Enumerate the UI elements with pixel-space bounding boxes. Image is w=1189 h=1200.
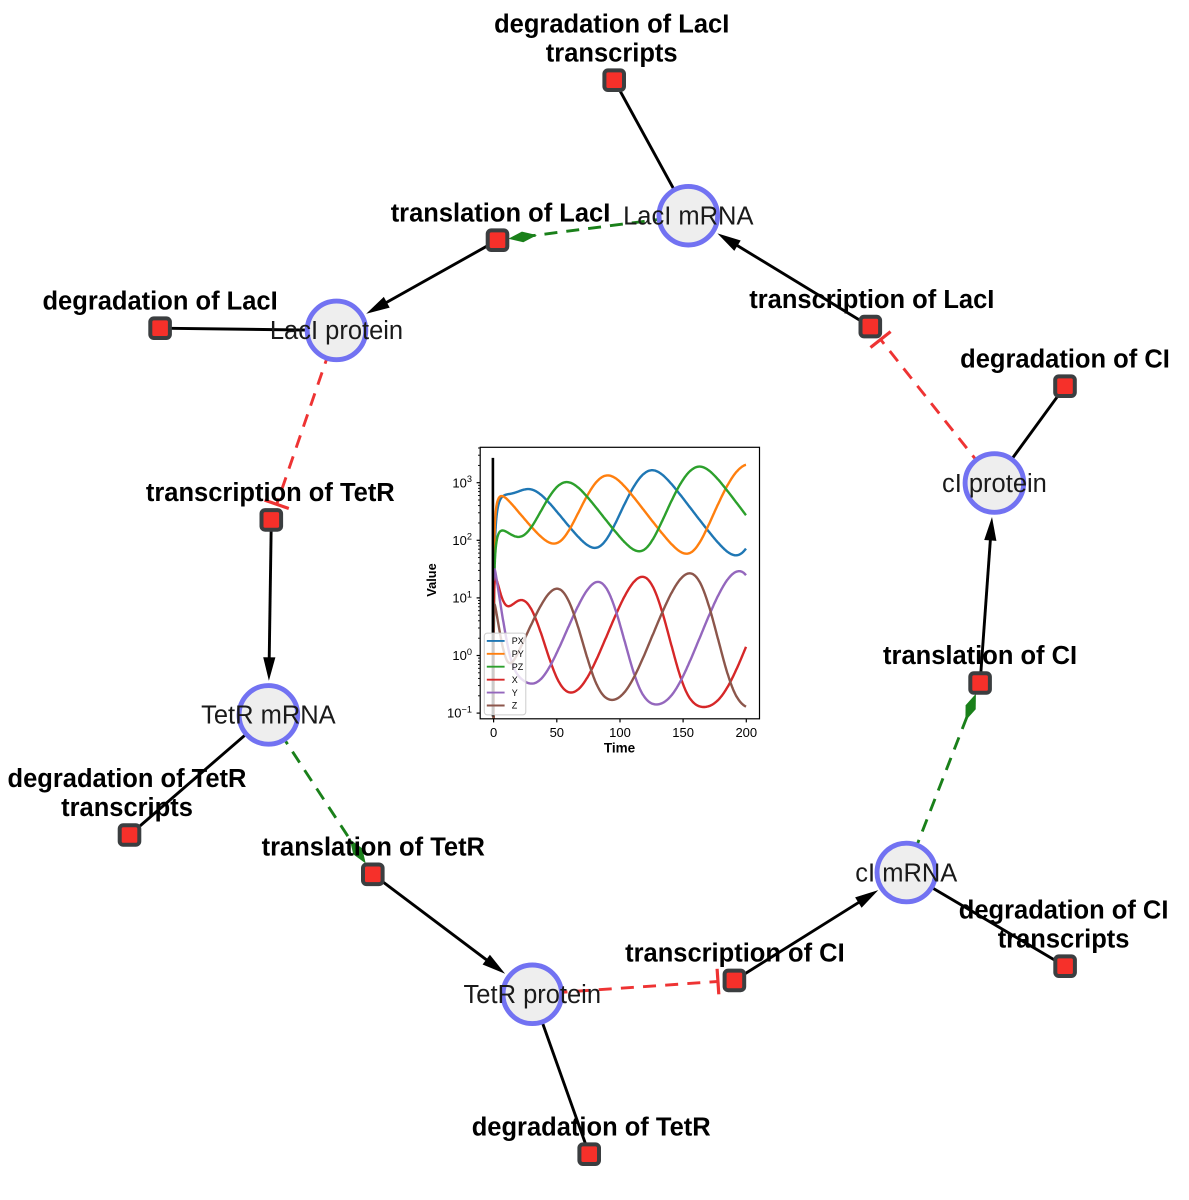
svg-text:TetR protein: TetR protein [464, 981, 602, 1009]
svg-text:Y: Y [512, 688, 518, 698]
svg-text:degradation of CI: degradation of CI [959, 897, 1169, 925]
svg-text:degradation of LacI: degradation of LacI [42, 287, 277, 315]
svg-text:0: 0 [490, 725, 497, 740]
svg-text:cI protein: cI protein [942, 470, 1047, 498]
svg-text:PZ: PZ [512, 662, 524, 672]
svg-text:150: 150 [672, 725, 694, 740]
svg-text:transcripts: transcripts [61, 794, 193, 822]
svg-text:degradation of TetR: degradation of TetR [472, 1114, 711, 1142]
svg-text:transcription of CI: transcription of CI [625, 940, 845, 968]
svg-text:PY: PY [512, 649, 524, 659]
svg-text:200: 200 [735, 725, 757, 740]
svg-text:50: 50 [550, 725, 564, 740]
svg-text:cI mRNA: cI mRNA [855, 859, 957, 887]
svg-text:TetR mRNA: TetR mRNA [201, 702, 336, 730]
svg-text:translation of TetR: translation of TetR [262, 834, 485, 862]
svg-text:X: X [512, 675, 518, 685]
svg-text:degradation of TetR: degradation of TetR [8, 765, 247, 793]
svg-text:LacI protein: LacI protein [270, 317, 403, 345]
svg-text:degradation of CI: degradation of CI [960, 345, 1170, 373]
svg-text:translation of CI: translation of CI [883, 642, 1077, 670]
svg-text:Z: Z [512, 701, 518, 711]
svg-text:LacI mRNA: LacI mRNA [623, 203, 753, 231]
svg-text:100: 100 [609, 725, 631, 740]
svg-text:PX: PX [512, 636, 524, 646]
svg-text:transcripts: transcripts [546, 40, 678, 68]
svg-text:translation of LacI: translation of LacI [391, 199, 611, 227]
svg-text:transcription of TetR: transcription of TetR [146, 479, 395, 507]
svg-text:transcription of LacI: transcription of LacI [749, 286, 994, 314]
svg-text:degradation of LacI: degradation of LacI [494, 11, 729, 39]
svg-text:Time: Time [604, 740, 636, 755]
svg-text:transcripts: transcripts [998, 926, 1130, 954]
svg-text:Value: Value [424, 563, 439, 596]
